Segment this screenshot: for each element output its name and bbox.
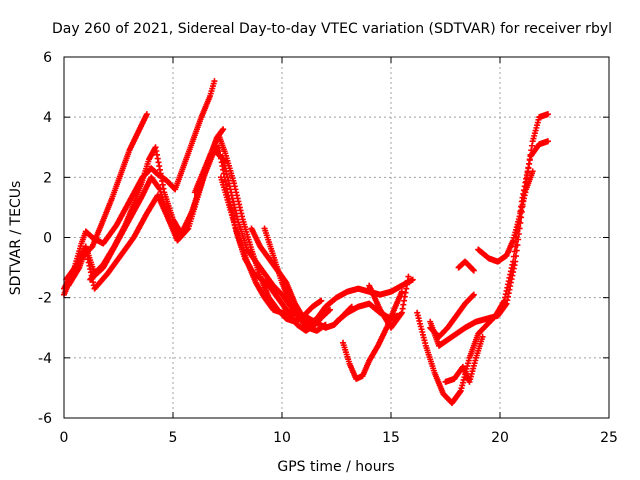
data-point (514, 242, 521, 249)
data-point (318, 297, 325, 304)
data-point (515, 230, 522, 237)
series-track-n (427, 111, 551, 349)
x-tick-label: 0 (60, 430, 69, 446)
x-tick-label: 15 (382, 430, 400, 446)
series-track-i (261, 225, 416, 328)
data-point (211, 78, 218, 85)
y-tick-label: 4 (43, 110, 52, 126)
series-track-o (427, 291, 477, 340)
data-point (512, 253, 519, 260)
data-point (513, 247, 520, 254)
y-tick-label: -2 (38, 291, 52, 307)
series-track-p (442, 333, 486, 385)
series-track-l (366, 273, 412, 331)
data-point (143, 111, 150, 118)
data-point (544, 138, 551, 145)
data-point (529, 168, 536, 175)
data-point (544, 111, 551, 118)
data-point (515, 236, 522, 243)
y-tick-label: 0 (43, 231, 52, 247)
data-points (61, 78, 551, 406)
data-point (479, 333, 486, 340)
data-point (405, 273, 412, 280)
series-track-r (475, 168, 536, 265)
data-point (470, 267, 477, 274)
x-tick-label: 20 (491, 430, 509, 446)
axis-ticks: 0 5 10 15 20 25 -6 -4 -2 0 2 4 6 (38, 50, 618, 446)
data-point (409, 276, 416, 283)
grid (64, 57, 609, 418)
x-tick-label: 5 (169, 430, 178, 446)
y-tick-label: -4 (38, 351, 52, 367)
y-tick-label: 2 (43, 170, 52, 186)
data-point (512, 258, 519, 265)
data-point (309, 324, 316, 331)
data-point (398, 288, 405, 295)
x-tick-label: 25 (600, 430, 618, 446)
data-point (220, 126, 227, 133)
series-track-q (455, 258, 477, 274)
x-axis-label: GPS time / hours (277, 459, 394, 475)
data-point (326, 306, 333, 313)
chart-title: Day 260 of 2021, Sidereal Day-to-day VTE… (52, 21, 612, 37)
data-point (470, 291, 477, 298)
y-tick-label: -6 (38, 411, 52, 427)
series-track-k (340, 288, 405, 382)
y-axis-label: SDTVAR / TECUs (8, 181, 24, 296)
y-tick-label: 6 (43, 50, 52, 66)
x-tick-label: 10 (273, 430, 291, 446)
